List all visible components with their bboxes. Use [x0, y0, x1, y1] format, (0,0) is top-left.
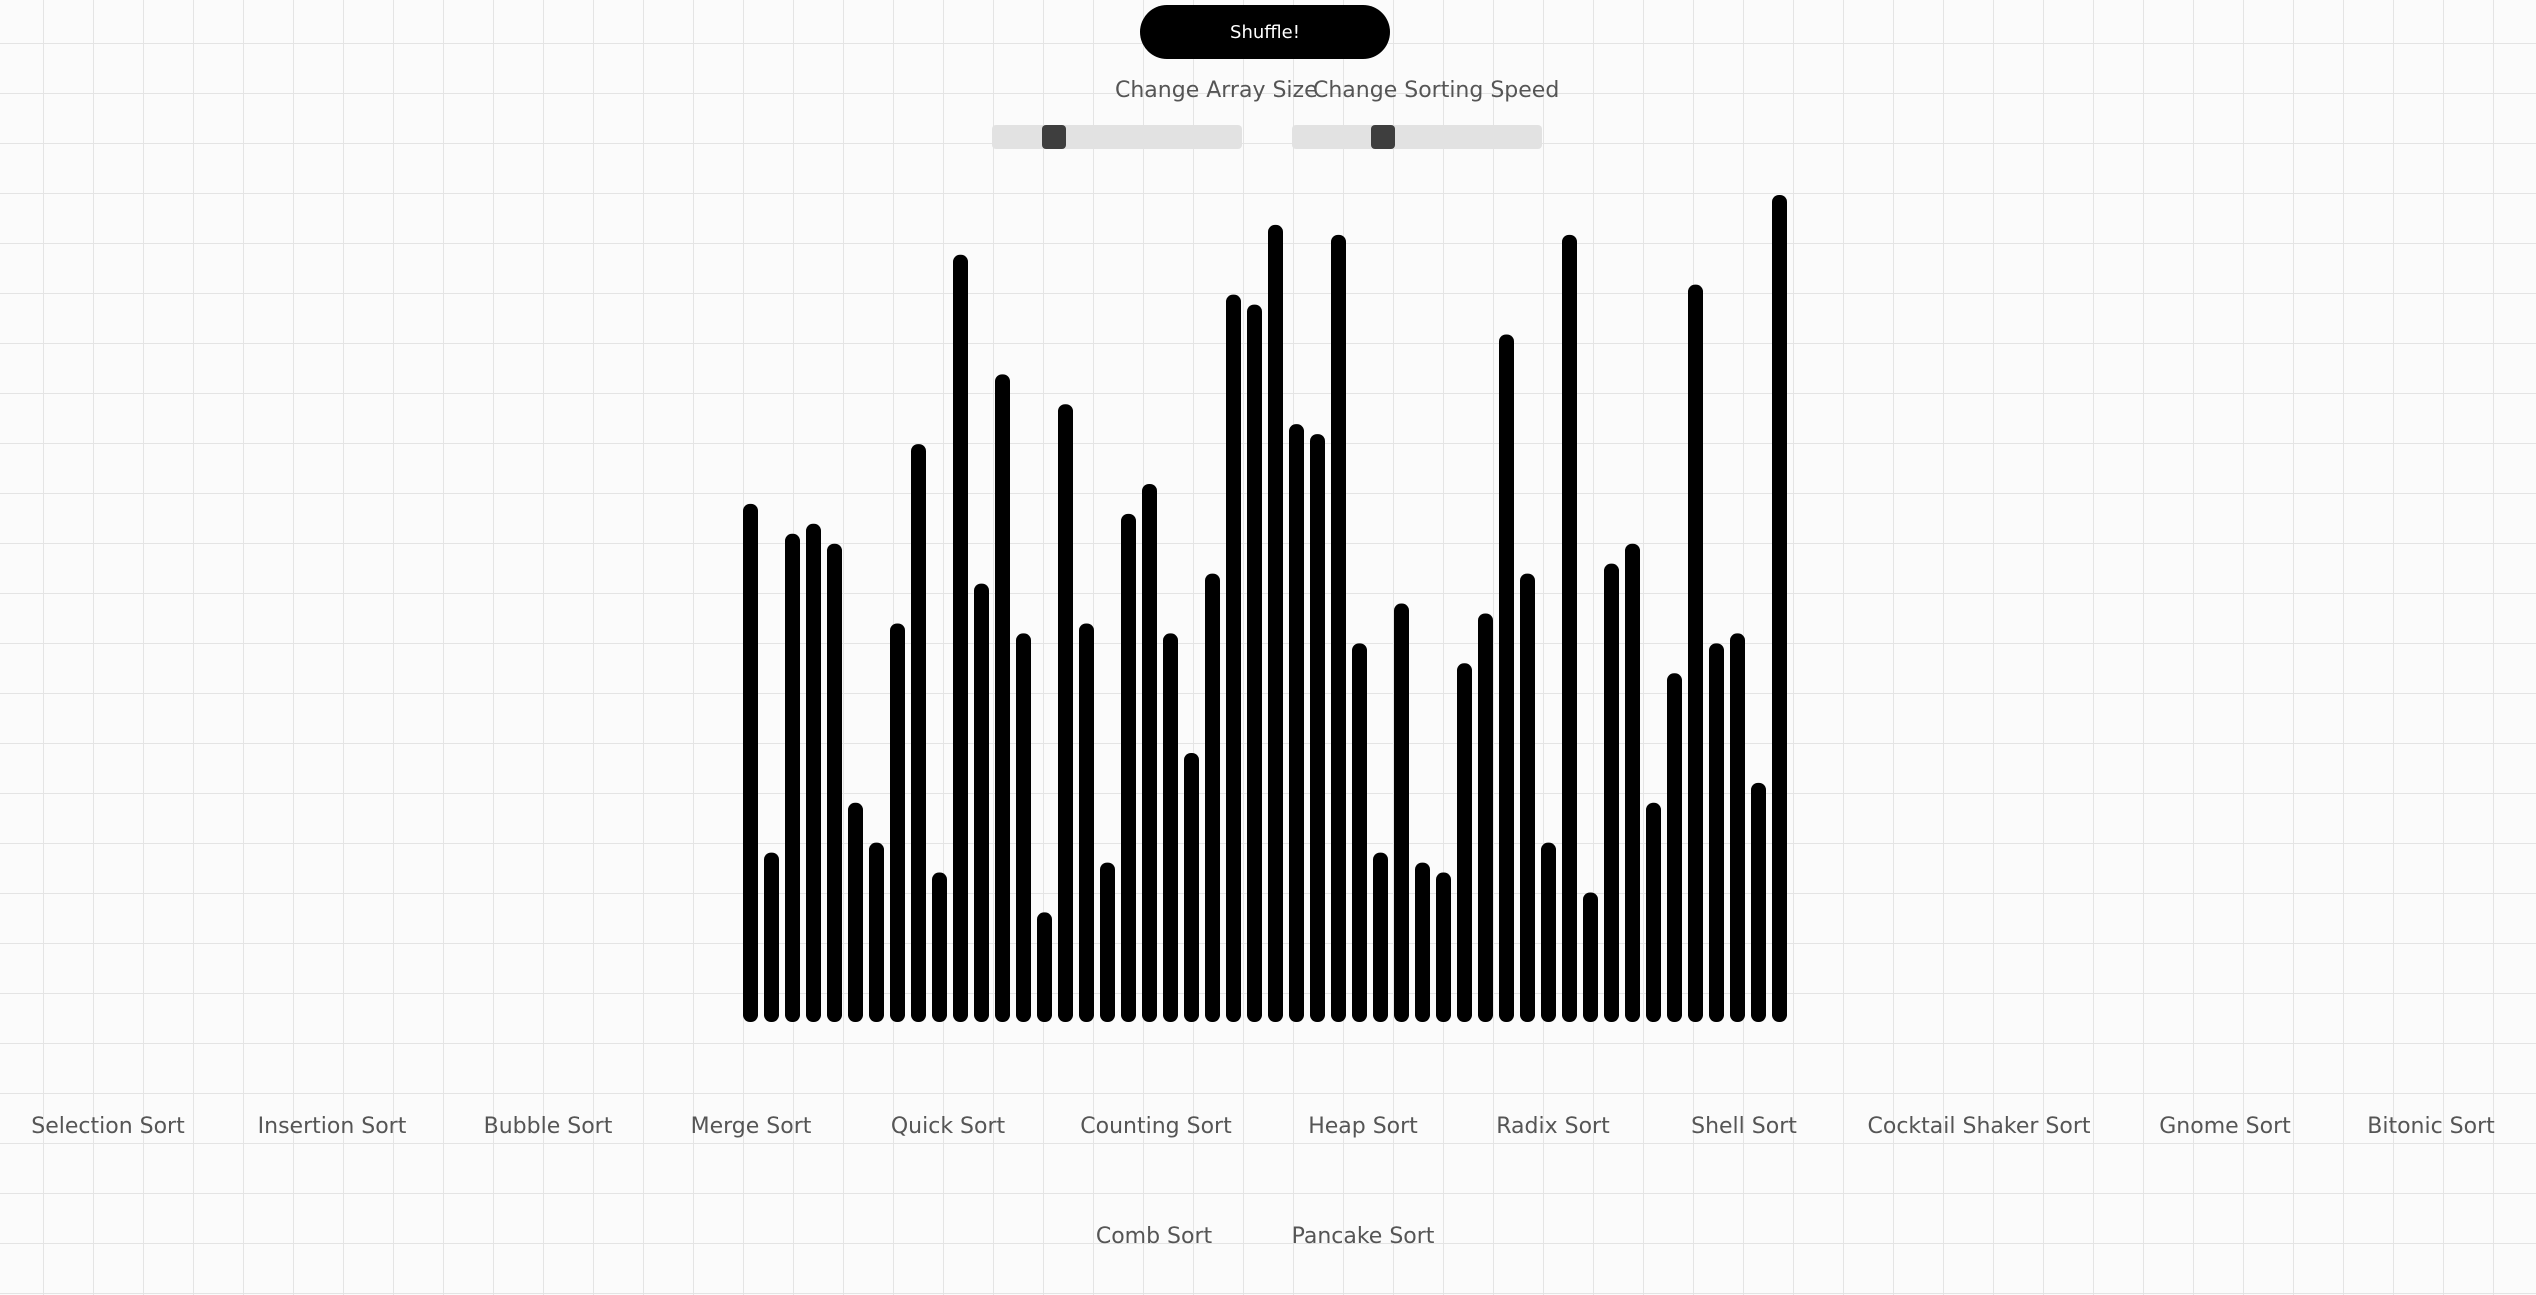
algorithm-button-insertion-sort[interactable]: Insertion Sort — [252, 1110, 413, 1143]
algorithm-button-radix-sort[interactable]: Radix Sort — [1490, 1110, 1615, 1143]
algorithm-button-cocktail-shaker-sort[interactable]: Cocktail Shaker Sort — [1862, 1110, 2097, 1143]
array-bar — [1352, 643, 1367, 1022]
array-bar — [785, 533, 800, 1022]
array-bar — [1478, 613, 1493, 1022]
array-bar — [1541, 842, 1556, 1022]
algorithm-list-row-2: Comb Sort Pancake Sort — [0, 1220, 2536, 1260]
array-bar — [743, 503, 758, 1022]
array-bar — [1604, 563, 1619, 1022]
array-bar — [1037, 912, 1052, 1022]
algorithm-button-selection-sort[interactable]: Selection Sort — [25, 1110, 190, 1143]
shuffle-button[interactable]: Shuffle! — [1140, 5, 1390, 59]
algorithm-button-bitonic-sort[interactable]: Bitonic Sort — [2361, 1110, 2501, 1143]
array-bar — [1016, 633, 1031, 1022]
array-bar — [869, 842, 884, 1022]
array-bar — [1184, 752, 1199, 1022]
array-bar — [1772, 195, 1787, 1022]
array-bar — [1625, 543, 1640, 1022]
array-bar — [1079, 623, 1094, 1022]
algorithm-button-gnome-sort[interactable]: Gnome Sort — [2153, 1110, 2297, 1143]
array-bar — [953, 254, 968, 1022]
algorithm-button-comb-sort[interactable]: Comb Sort — [1090, 1220, 1218, 1253]
array-bar — [1205, 573, 1220, 1022]
array-bar — [848, 802, 863, 1022]
array-bar — [1436, 872, 1451, 1022]
array-bar — [1289, 424, 1304, 1022]
array-bar — [1457, 663, 1472, 1022]
array-size-label: Change Array Size — [1115, 78, 1318, 103]
algorithm-list-row-1: Selection Sort Insertion Sort Bubble Sort M… — [0, 1110, 2536, 1150]
array-bar — [1688, 284, 1703, 1023]
sorting-speed-slider-thumb[interactable] — [1371, 125, 1396, 149]
algorithm-button-counting-sort[interactable]: Counting Sort — [1074, 1110, 1237, 1143]
array-bar — [1709, 643, 1724, 1022]
array-bar — [764, 852, 779, 1022]
array-bar — [806, 523, 821, 1022]
array-bar — [1121, 513, 1136, 1022]
array-bar — [1520, 573, 1535, 1022]
array-bar — [1142, 483, 1157, 1023]
array-bar — [1751, 782, 1766, 1022]
array-bar — [1226, 294, 1241, 1022]
array-bar — [1331, 234, 1346, 1023]
array-bar — [1667, 673, 1682, 1022]
array-bar — [1058, 404, 1073, 1022]
array-bar — [827, 543, 842, 1022]
algorithm-button-bubble-sort[interactable]: Bubble Sort — [478, 1110, 619, 1143]
array-bar — [974, 583, 989, 1022]
array-bar — [1100, 862, 1115, 1022]
array-bar — [1583, 892, 1598, 1022]
algorithm-button-merge-sort[interactable]: Merge Sort — [685, 1110, 818, 1143]
array-bar — [1310, 434, 1325, 1022]
array-size-slider[interactable] — [992, 125, 1242, 149]
array-size-slider-thumb[interactable] — [1041, 125, 1066, 149]
array-bar — [1730, 633, 1745, 1022]
array-bar — [1394, 603, 1409, 1022]
array-bar — [1268, 224, 1283, 1022]
array-bar — [1499, 334, 1514, 1022]
array-bar — [1373, 852, 1388, 1022]
sorting-speed-label: Change Sorting Speed — [1313, 78, 1560, 103]
array-bar — [932, 872, 947, 1022]
array-bar — [1247, 304, 1262, 1022]
array-bar — [995, 374, 1010, 1023]
array-bar — [1163, 633, 1178, 1022]
algorithm-button-shell-sort[interactable]: Shell Sort — [1685, 1110, 1803, 1143]
array-bar — [1646, 802, 1661, 1022]
array-bar — [1562, 234, 1577, 1023]
algorithm-button-quick-sort[interactable]: Quick Sort — [885, 1110, 1011, 1143]
array-bar — [911, 444, 926, 1022]
sorting-speed-slider[interactable] — [1292, 125, 1542, 149]
array-bar — [1415, 862, 1430, 1022]
algorithm-button-pancake-sort[interactable]: Pancake Sort — [1286, 1220, 1441, 1253]
array-bar — [890, 623, 905, 1022]
algorithm-button-heap-sort[interactable]: Heap Sort — [1302, 1110, 1424, 1143]
